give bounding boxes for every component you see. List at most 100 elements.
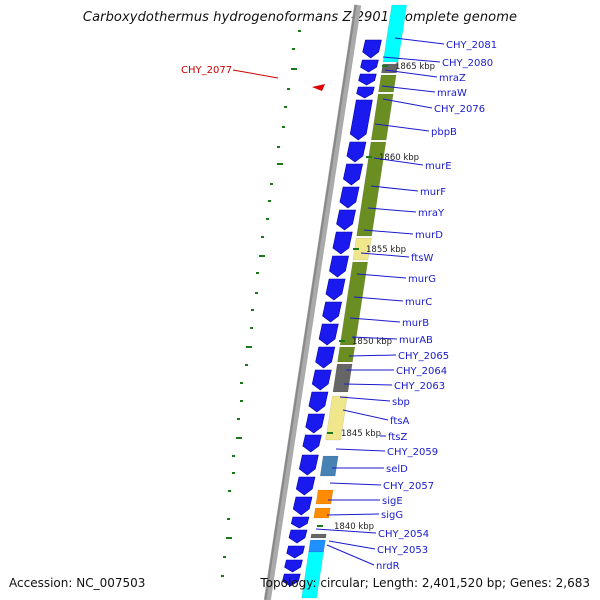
cds-arrow xyxy=(358,73,377,86)
kbp-tick xyxy=(327,432,333,434)
cds-arrow xyxy=(329,255,349,278)
cds-arrow xyxy=(339,186,360,209)
gene-label: CHY_2080 xyxy=(442,58,493,69)
gene-label: murD xyxy=(415,230,443,241)
gene-label-layer: 1865 kbp 1860 kbp 1855 kbp 1850 kbp 1845 kbp… xyxy=(181,37,497,572)
gc-skew-tick xyxy=(237,418,240,420)
gene-leader-line xyxy=(367,207,417,213)
gene-label: ftsW xyxy=(411,253,433,264)
topology-text: Topology: circular; Length: 2,401,520 bp… xyxy=(260,576,590,590)
gc-skew-tick xyxy=(277,163,283,165)
cog-segment xyxy=(339,261,368,346)
gene-leader-line xyxy=(382,56,441,63)
cds-arrow xyxy=(311,369,332,391)
gene-leader-line xyxy=(381,85,436,93)
gc-skew-tick xyxy=(277,146,280,148)
gc-skew-tick xyxy=(246,346,252,348)
gene-leader-line xyxy=(351,336,398,340)
accession-text: Accession: NC_007503 xyxy=(9,576,146,590)
gc-skew-tick xyxy=(250,327,253,329)
gene-label: CHY_2057 xyxy=(383,481,434,492)
gene-leader-line xyxy=(373,157,424,166)
gene-label: CHY_2076 xyxy=(434,104,485,115)
gene-leader-line xyxy=(326,544,375,566)
cds-arrow xyxy=(343,163,363,186)
cds-arrow xyxy=(292,496,313,516)
gene-label: CHY_2064 xyxy=(396,366,447,377)
cds-arrow xyxy=(290,516,310,529)
gene-leader-line xyxy=(363,229,414,235)
cds-arrow xyxy=(298,454,319,476)
gc-skew-tick xyxy=(268,200,271,202)
gene-leader-line xyxy=(315,528,377,534)
gene-leader-line xyxy=(384,69,438,78)
gc-skew-tick xyxy=(228,490,231,492)
gene-label: mraZ xyxy=(439,73,466,84)
cds-arrow xyxy=(286,545,305,559)
cog-segment xyxy=(356,141,387,237)
cds-arrow xyxy=(356,86,375,99)
map-title: Carboxydothermus hydrogenoformans Z-2901… xyxy=(82,10,518,25)
kbp-tick xyxy=(382,65,388,67)
gene-label: sbp xyxy=(392,397,410,408)
gene-label: sigG xyxy=(381,510,403,521)
cog-segment xyxy=(325,395,348,441)
cog-segment xyxy=(301,551,324,599)
gene-leader-line xyxy=(353,296,404,302)
gene-label: CHY_2054 xyxy=(378,529,429,540)
cds-arrow xyxy=(362,39,382,59)
gc-skew-tick xyxy=(236,437,242,439)
kbp-tick xyxy=(339,340,345,342)
gc-skew-tick xyxy=(287,88,290,90)
gene-label: murAB xyxy=(399,335,433,346)
highlight-gene-label: CHY_2077 xyxy=(181,65,232,76)
gene-label: sigE xyxy=(382,496,403,507)
cds-arrow xyxy=(302,434,322,453)
gene-leader-line xyxy=(360,252,410,258)
gc-skew-tick xyxy=(245,364,248,366)
cog-segment xyxy=(319,455,339,477)
cds-arrow xyxy=(336,209,356,231)
gene-leader-line xyxy=(342,409,389,421)
kbp-tick xyxy=(353,248,359,250)
cog-segment xyxy=(315,489,334,505)
gc-skew-tick xyxy=(240,400,243,402)
gc-skew-tick xyxy=(270,183,273,185)
cds-arrow xyxy=(308,391,329,413)
cog-segment xyxy=(378,74,397,93)
gene-leader-line xyxy=(328,540,376,550)
gc-skew-tick xyxy=(266,218,269,220)
kbp-label: 1840 kbp xyxy=(334,522,374,532)
cds-arrow xyxy=(349,99,373,141)
gene-label: murC xyxy=(405,297,432,308)
cds-arrow xyxy=(305,413,325,434)
gene-label: murB xyxy=(402,318,429,329)
cog-segment xyxy=(337,346,356,363)
gene-leader-line xyxy=(329,482,382,486)
gene-label: nrdR xyxy=(376,561,400,572)
gc-skew-tick xyxy=(261,236,264,238)
gene-label: ftsA xyxy=(390,416,409,427)
gene-label: CHY_2053 xyxy=(377,545,428,556)
gene-leader-line xyxy=(382,98,433,109)
gc-skew-tick xyxy=(291,68,297,70)
gene-label: CHY_2063 xyxy=(394,381,445,392)
gene-leader-line xyxy=(349,317,401,323)
kbp-label: 1865 kbp xyxy=(395,62,435,72)
gene-label: murE xyxy=(425,161,452,172)
gc-skew-tick xyxy=(292,48,295,50)
gene-leader-line xyxy=(343,383,393,386)
cog-segment xyxy=(370,93,394,141)
gc-skew-tick xyxy=(259,255,265,257)
cds-arrow xyxy=(325,278,346,301)
gc-skew-tick xyxy=(298,30,301,32)
genome-backbone-edge xyxy=(264,4,357,600)
kbp-label: 1845 kbp xyxy=(341,429,381,439)
cds-arrow xyxy=(295,476,316,496)
kbp-label: 1855 kbp xyxy=(366,245,406,255)
gc-skew-tick xyxy=(255,292,258,294)
cog-segment xyxy=(308,539,326,553)
gene-label: ftsZ xyxy=(388,432,407,443)
gene-label: pbpB xyxy=(431,127,457,138)
